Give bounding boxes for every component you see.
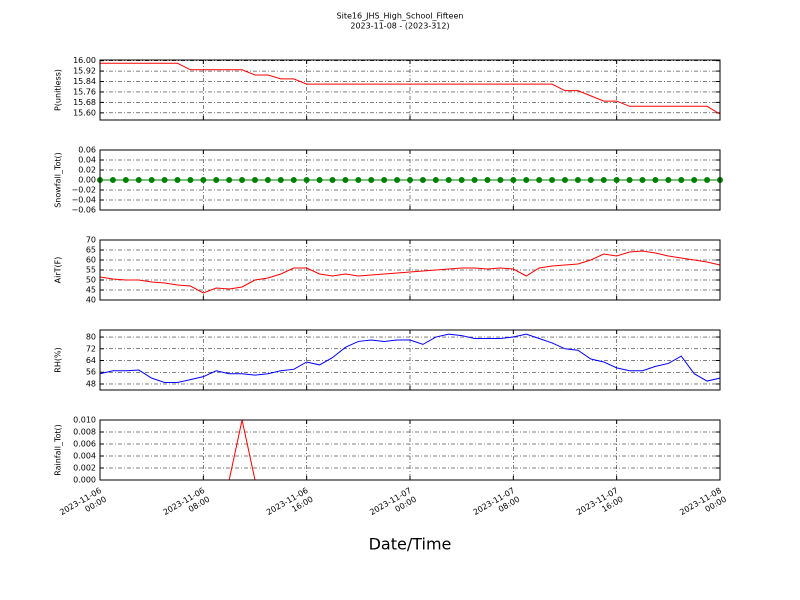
data-point (174, 177, 181, 183)
y-tick-label: 16.00 (73, 56, 96, 65)
y-tick-label: 60 (86, 256, 96, 265)
y-tick-label: 0.06 (78, 146, 96, 155)
y-tick-label: 55 (86, 266, 96, 275)
data-point (652, 177, 659, 183)
y-tick-label: 72 (86, 344, 96, 353)
data-point (226, 177, 233, 183)
data-point (458, 177, 465, 183)
y-tick-label: 70 (86, 236, 96, 245)
data-point (329, 177, 336, 183)
y-tick-label: 0.010 (73, 416, 96, 425)
data-point (277, 177, 284, 183)
y-tick-label: 15.60 (73, 108, 96, 117)
plot-frame (99, 329, 721, 391)
data-line (100, 62, 721, 115)
y-tick-label: 15.84 (73, 77, 96, 86)
data-point (161, 177, 168, 183)
data-point (213, 177, 220, 183)
data-point (626, 177, 633, 183)
y-tick-label: 0.004 (73, 452, 96, 461)
data-point (239, 177, 246, 183)
data-point (691, 177, 698, 183)
data-point (355, 177, 362, 183)
y-tick-label: 0.04 (78, 156, 96, 165)
data-point (445, 177, 452, 183)
data-point (471, 177, 478, 183)
data-point (587, 177, 594, 183)
y-tick-label: 0.02 (78, 166, 96, 175)
data-line (99, 250, 721, 294)
y-tick-label: 15.68 (73, 98, 96, 107)
plot-frame (99, 59, 721, 121)
data-point (639, 177, 646, 183)
y-tick-label: 15.92 (73, 67, 96, 76)
y-tick-label: 0.00 (78, 176, 96, 185)
y-axis-label: Snowfall_Tot() (54, 152, 63, 208)
data-point (523, 177, 530, 183)
y-tick-label: 0.006 (73, 440, 96, 449)
plot-frame (99, 239, 721, 301)
data-point (381, 177, 388, 183)
data-point (678, 177, 685, 183)
y-tick-label: 80 (86, 333, 96, 342)
data-point (200, 177, 207, 183)
y-tick-label: −0.02 (71, 186, 96, 195)
data-point (135, 177, 142, 183)
data-point (432, 177, 439, 183)
y-tick-label: 0.000 (73, 476, 96, 485)
y-tick-label: −0.06 (71, 206, 96, 215)
data-point (536, 177, 543, 183)
data-point (394, 177, 401, 183)
y-tick-label: 65 (86, 246, 96, 255)
plot-frame (99, 149, 721, 211)
x-axis-label: Date/Time (369, 535, 452, 554)
data-point (613, 177, 620, 183)
y-axis-label: Rainfall_Tot() (54, 424, 63, 476)
data-point (600, 177, 607, 183)
data-point (704, 177, 711, 183)
data-line (99, 333, 721, 384)
data-point (419, 177, 426, 183)
data-point (497, 177, 504, 183)
y-tick-label: 56 (86, 368, 96, 377)
data-point (484, 177, 491, 183)
y-tick-label: 0.002 (73, 464, 96, 473)
data-point (122, 177, 129, 183)
data-point (264, 177, 271, 183)
data-point (574, 177, 581, 183)
data-point (407, 177, 413, 183)
chart-subtitle: 2023-11-08 - (2023-312) (350, 22, 449, 31)
data-point (290, 177, 297, 183)
y-axis-label: RH(%) (54, 347, 63, 372)
data-point (342, 177, 349, 183)
data-point (510, 177, 517, 183)
data-point (187, 177, 194, 183)
data-point (368, 177, 375, 183)
y-tick-label: 45 (86, 286, 96, 295)
data-point (562, 177, 568, 183)
chart-title: Site16_JHS_High_School_Fifteen (337, 12, 464, 21)
y-tick-label: 40 (86, 296, 96, 305)
plot-frame (99, 419, 721, 481)
data-point (665, 177, 672, 183)
data-point (316, 177, 323, 183)
data-point (303, 177, 310, 183)
y-tick-label: 15.76 (73, 87, 96, 96)
y-tick-label: 48 (86, 379, 96, 388)
y-tick-label: 50 (86, 276, 96, 285)
y-axis-label: AirT(F) (54, 257, 63, 284)
y-tick-label: 64 (86, 356, 96, 365)
data-point (549, 177, 556, 183)
y-tick-label: −0.04 (71, 196, 96, 205)
y-axis-label: P(unitless) (54, 69, 63, 111)
data-point (252, 177, 258, 183)
data-point (109, 177, 116, 183)
data-point (148, 177, 155, 183)
y-tick-label: 0.008 (73, 428, 96, 437)
